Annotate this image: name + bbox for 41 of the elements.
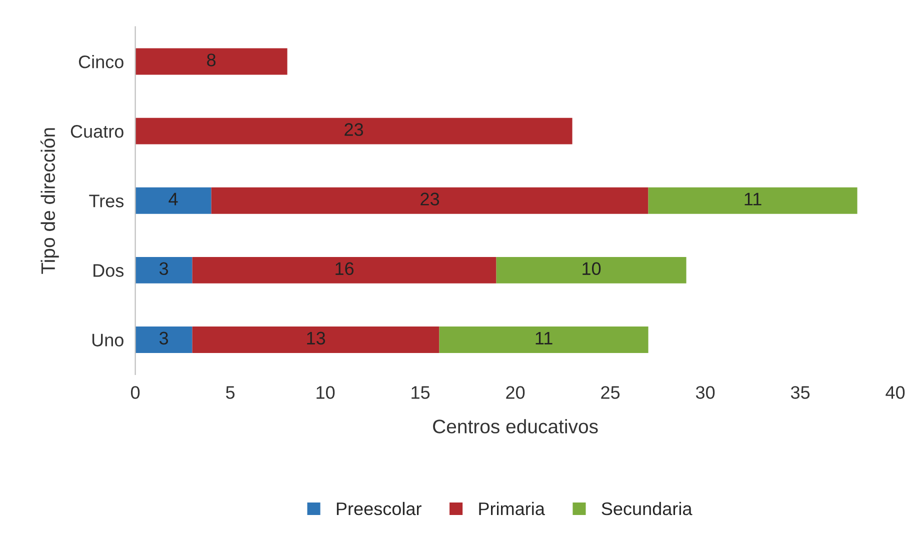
bar: [135, 256, 192, 284]
x-tick-label: 40: [886, 386, 905, 399]
bar: [135, 118, 572, 144]
x-tick-label: 10: [316, 386, 335, 399]
bar: [211, 187, 648, 214]
bar: [496, 256, 686, 284]
x-tick-label: 5: [226, 386, 235, 399]
bar: [135, 187, 212, 214]
legend-label: Secundaria: [602, 502, 692, 516]
bar: [439, 326, 648, 353]
legend-label: Primaria: [479, 502, 545, 516]
x-tick-label: 25: [601, 386, 620, 399]
y-tick-label: Cuatro: [70, 125, 124, 138]
y-tick-label: Cinco: [78, 54, 124, 68]
data-label: 4: [168, 192, 178, 206]
bar: [135, 48, 288, 75]
data-label: 3: [159, 262, 168, 276]
data-label: 11: [744, 192, 762, 206]
data-label: 11: [536, 332, 552, 344]
data-label: 8: [207, 54, 216, 66]
y-axis-title: Tipo de dirección: [40, 128, 59, 274]
x-tick-label: 20: [506, 386, 525, 399]
data-label: 13: [307, 332, 326, 345]
data-label: 16: [336, 262, 354, 276]
y-tick-label: Uno: [92, 334, 124, 346]
legend-label: Preescolar: [336, 502, 422, 516]
data-label: 3: [159, 332, 168, 345]
bar: [648, 187, 858, 214]
y-tick-label: Tres: [89, 194, 124, 208]
x-tick-label: 0: [130, 386, 140, 399]
x-tick-label: 30: [696, 386, 715, 399]
bar: [192, 326, 440, 353]
data-label: 23: [344, 123, 364, 136]
data-label: 23: [420, 192, 440, 206]
y-tick-label: Dos: [94, 264, 124, 277]
data-label: 10: [582, 262, 601, 276]
x-axis-title: Centros educativos: [433, 419, 598, 434]
x-tick-label: 15: [412, 386, 430, 399]
bar: [135, 326, 192, 353]
bar: [192, 256, 496, 284]
x-tick-label: 35: [790, 386, 810, 399]
